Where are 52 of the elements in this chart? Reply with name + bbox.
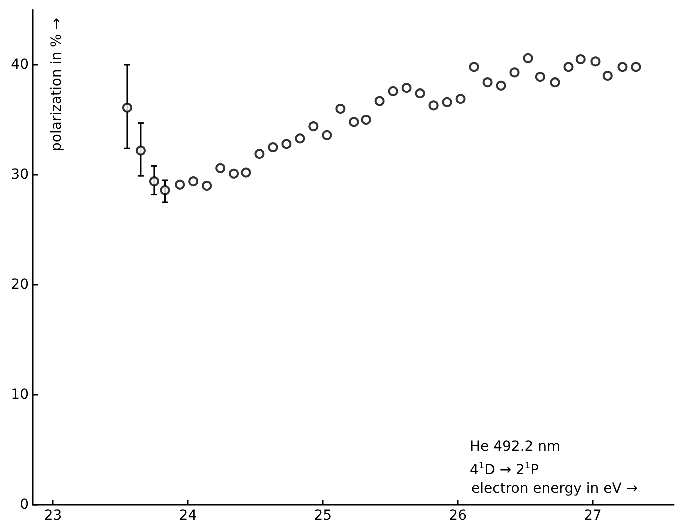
point (388, 86, 398, 96)
point (442, 97, 452, 108)
point (602, 71, 613, 81)
point (229, 168, 240, 179)
y-tick-label: 30 (11, 167, 29, 183)
point (136, 146, 146, 156)
x-tick-label: 25 (314, 508, 332, 524)
point (282, 139, 292, 150)
y-tick-label: 10 (11, 387, 29, 403)
y-tick-label: 40 (11, 57, 29, 73)
y-tick-label: 0 (20, 497, 29, 513)
point (482, 78, 493, 88)
point (175, 180, 186, 190)
point (361, 115, 372, 125)
point (576, 54, 586, 64)
point (535, 72, 546, 82)
point (268, 142, 278, 152)
point (631, 62, 642, 72)
point (202, 181, 212, 191)
point (469, 62, 480, 72)
point (590, 56, 601, 67)
point (456, 94, 466, 104)
x-tick-label: 27 (584, 508, 602, 524)
y-tick-label: 20 (11, 277, 29, 293)
point (402, 83, 412, 94)
point (241, 168, 252, 178)
point (308, 122, 319, 132)
point (122, 102, 132, 113)
point (216, 163, 226, 174)
point (415, 88, 426, 99)
point (374, 96, 385, 106)
x-axis-title: electron energy in eV → (472, 481, 638, 497)
point (618, 62, 628, 72)
point (550, 78, 560, 88)
point (254, 149, 265, 160)
point (523, 53, 534, 64)
point (160, 185, 170, 196)
point (510, 68, 520, 78)
point (564, 62, 574, 72)
point (188, 176, 199, 187)
point (496, 80, 506, 91)
point (322, 130, 332, 140)
point (428, 100, 439, 111)
point (295, 134, 306, 144)
y-axis-title: polarization in % → (49, 18, 65, 152)
x-tick-label: 24 (179, 508, 198, 524)
point (149, 176, 160, 187)
x-tick-label: 23 (44, 508, 62, 524)
annotation: He 492.2 nm (470, 439, 561, 455)
point (349, 117, 360, 128)
point (336, 104, 346, 114)
x-tick-label: 26 (449, 508, 468, 524)
